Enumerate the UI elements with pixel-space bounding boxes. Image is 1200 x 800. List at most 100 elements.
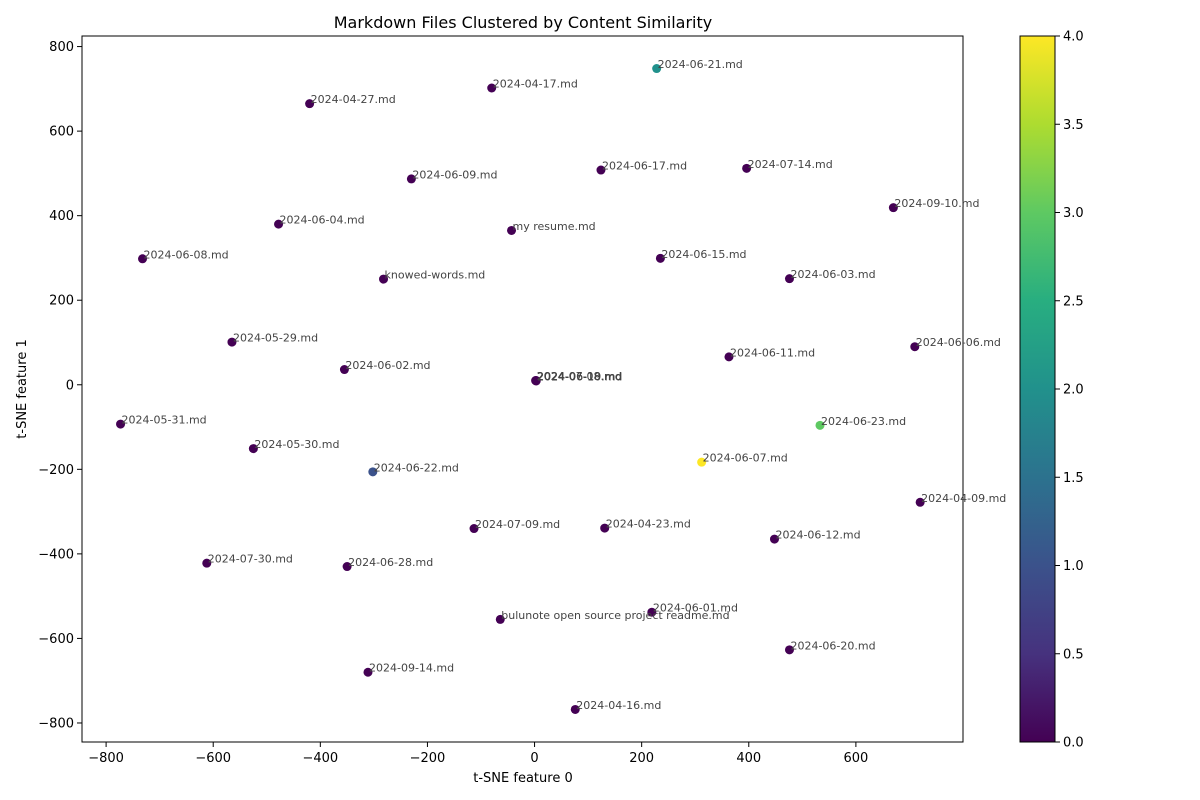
y-tick-label: 400 — [49, 209, 74, 224]
data-point — [655, 253, 665, 263]
x-tick-label: −200 — [410, 751, 446, 766]
data-point — [339, 365, 349, 375]
data-point — [531, 376, 541, 386]
data-label: 2024-06-19.md — [537, 370, 622, 383]
data-point — [116, 419, 126, 429]
data-point — [469, 524, 479, 534]
y-axis: −800 −600 −400 −200 0 200 400 600 800 — [38, 40, 82, 731]
data-point — [487, 83, 497, 93]
data-point — [742, 163, 752, 173]
data-point — [342, 562, 352, 572]
data-label: 2024-07-14.md — [748, 158, 833, 171]
x-tick-label: 200 — [629, 751, 654, 766]
y-tick-label: 200 — [49, 294, 74, 309]
data-label: 2024-06-20.md — [790, 639, 875, 652]
data-label: 2024-07-08.md — [537, 370, 622, 383]
data-point — [815, 420, 825, 430]
colorbar-tick-label: 4.0 — [1063, 30, 1084, 45]
plot-area — [81, 35, 964, 743]
data-label: 2024-04-09.md — [921, 492, 1006, 505]
data-point — [363, 667, 373, 677]
data-label: 2024-05-29.md — [233, 332, 318, 345]
data-label: knowed-words.md — [385, 269, 486, 282]
y-tick-label: −600 — [38, 632, 74, 647]
y-tick-label: −800 — [38, 716, 74, 731]
data-point — [724, 352, 734, 362]
x-tick-label: −400 — [302, 751, 338, 766]
data-point — [274, 219, 284, 229]
data-point — [697, 457, 707, 467]
colorbar-ticks: 0.0 0.5 1.0 1.5 2.0 2.5 3.0 3.5 4.0 — [1055, 30, 1084, 751]
x-tick-label: −600 — [195, 751, 231, 766]
data-label: 2024-06-23.md — [821, 415, 906, 428]
data-label: 2024-06-02.md — [345, 359, 430, 372]
data-point — [784, 645, 794, 655]
data-label: 2024-06-01.md — [653, 602, 738, 615]
data-label: 2024-06-15.md — [661, 248, 746, 261]
data-point — [202, 558, 212, 568]
data-point — [596, 165, 606, 175]
data-label: 2024-06-21.md — [658, 58, 743, 71]
colorbar — [1019, 35, 1056, 743]
colorbar-tick-label: 3.5 — [1063, 118, 1084, 133]
data-label: 2024-09-14.md — [369, 662, 454, 675]
data-point — [227, 337, 237, 347]
data-point — [910, 342, 920, 352]
data-label: 2024-06-04.md — [280, 214, 365, 227]
data-label: 2024-04-23.md — [606, 518, 691, 531]
data-label: 2024-06-09.md — [412, 168, 497, 181]
data-label: 2024-06-22.md — [374, 461, 459, 474]
x-tick-label: 0 — [530, 751, 538, 766]
data-labels: 2024-06-21.md 2024-04-17.md 2024-04-27.md 2… — [122, 58, 1007, 712]
data-label: 2024-07-30.md — [208, 553, 293, 566]
y-tick-label: −200 — [38, 463, 74, 478]
data-point — [647, 607, 657, 617]
data-point — [652, 64, 662, 74]
colorbar-tick-label: 0.5 — [1063, 647, 1084, 662]
data-point — [406, 174, 416, 184]
data-label: 2024-06-10.md — [537, 370, 622, 383]
data-label: 2024-06-11.md — [730, 346, 815, 359]
data-label: 2024-04-16.md — [576, 699, 661, 712]
y-tick-label: 800 — [49, 40, 74, 55]
data-point — [495, 614, 505, 624]
x-axis: −800 −600 −400 −200 0 200 400 600 — [88, 742, 868, 766]
data-point — [138, 254, 148, 264]
data-point — [507, 225, 517, 235]
data-label: 2024-05-30.md — [254, 438, 339, 451]
y-tick-label: 600 — [49, 125, 74, 140]
chart-title: Markdown Files Clustered by Content Simi… — [334, 13, 713, 32]
y-tick-label: 0 — [66, 378, 74, 393]
colorbar-tick-label: 1.0 — [1063, 559, 1084, 574]
data-label: 2024-06-08.md — [144, 248, 229, 261]
data-label: 2024-06-28.md — [348, 556, 433, 569]
data-label: bulunote open source project readme.md — [501, 609, 729, 622]
data-label: 2024-05-31.md — [122, 414, 207, 427]
data-point — [784, 274, 794, 284]
colorbar-tick-label: 3.0 — [1063, 206, 1084, 221]
data-point — [915, 497, 925, 507]
data-point — [368, 467, 378, 477]
data-label: 2024-04-27.md — [311, 93, 396, 106]
colorbar-tick-label: 2.5 — [1063, 294, 1084, 309]
colorbar-tick-label: 1.5 — [1063, 471, 1084, 486]
data-label: 2024-06-17.md — [602, 160, 687, 173]
data-label: 2024-09-10.md — [894, 197, 979, 210]
data-point — [600, 523, 610, 533]
data-point — [379, 274, 389, 284]
data-label: 2024-06-06.md — [916, 336, 1001, 349]
data-point — [769, 534, 779, 544]
data-point — [570, 704, 580, 714]
colorbar-tick-label: 2.0 — [1063, 383, 1084, 398]
colorbar-tick-label: 0.0 — [1063, 736, 1084, 751]
data-label: 2024-06-12.md — [775, 529, 860, 542]
data-label: 2024-06-03.md — [790, 268, 875, 281]
data-label: 2024-06-07.md — [703, 452, 788, 465]
data-point — [888, 203, 898, 213]
data-label: my resume.md — [513, 220, 596, 233]
y-tick-label: −400 — [38, 547, 74, 562]
y-axis-label: t-SNE feature 1 — [15, 339, 30, 438]
data-label: 2024-07-09.md — [475, 518, 560, 531]
data-point — [305, 99, 315, 109]
